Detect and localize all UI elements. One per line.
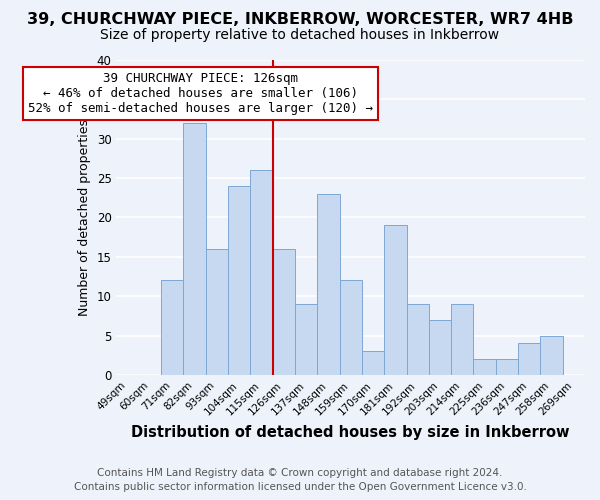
Bar (206, 249, 228, 375)
Bar (250, 170, 272, 375)
Bar (541, 336, 563, 375)
Bar (295, 304, 317, 375)
Y-axis label: Number of detached properties: Number of detached properties (78, 119, 91, 316)
Text: 39 CHURCHWAY PIECE: 126sqm
← 46% of detached houses are smaller (106)
52% of sem: 39 CHURCHWAY PIECE: 126sqm ← 46% of deta… (28, 72, 373, 115)
Bar (317, 194, 340, 375)
Bar (407, 304, 429, 375)
Bar (429, 320, 451, 375)
Text: 39, CHURCHWAY PIECE, INKBERROW, WORCESTER, WR7 4HB: 39, CHURCHWAY PIECE, INKBERROW, WORCESTE… (27, 12, 573, 28)
Bar (184, 123, 206, 375)
Bar (340, 280, 362, 375)
Bar (384, 226, 407, 375)
Bar (518, 344, 541, 375)
Bar (473, 359, 496, 375)
Bar (161, 280, 184, 375)
Text: Size of property relative to detached houses in Inkberrow: Size of property relative to detached ho… (100, 28, 500, 42)
Bar (272, 249, 295, 375)
Bar (451, 304, 473, 375)
Bar (496, 359, 518, 375)
Text: Contains HM Land Registry data © Crown copyright and database right 2024.
Contai: Contains HM Land Registry data © Crown c… (74, 468, 526, 492)
X-axis label: Distribution of detached houses by size in Inkberrow: Distribution of detached houses by size … (131, 425, 570, 440)
Bar (362, 352, 384, 375)
Bar (228, 186, 250, 375)
